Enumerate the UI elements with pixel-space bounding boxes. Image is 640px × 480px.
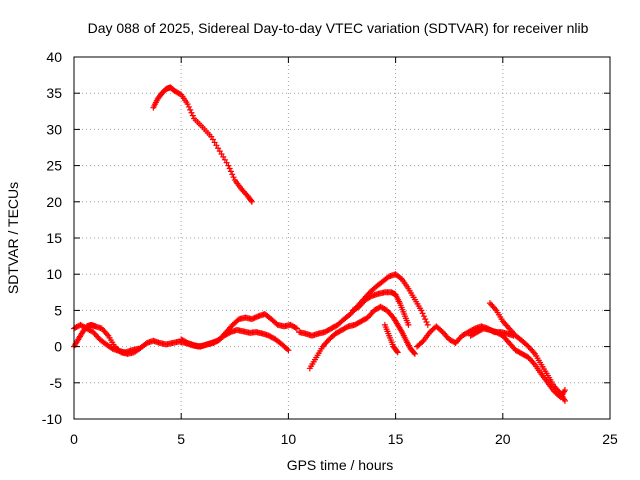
x-tick-label: 25 (602, 431, 618, 447)
data-point (423, 318, 430, 325)
data-point (561, 387, 568, 394)
data-point (411, 349, 418, 356)
data-point (418, 307, 425, 314)
x-tick-labels: 0 5 10 15 20 25 (70, 431, 618, 447)
data-point (394, 349, 401, 356)
y-tick-label: 35 (46, 85, 62, 101)
data-points (71, 84, 568, 404)
data-point (419, 310, 426, 317)
chart-title: Day 088 of 2025, Sidereal Day-to-day VTE… (88, 20, 589, 36)
data-point (187, 106, 194, 113)
data-point (185, 103, 192, 110)
data-point (248, 197, 255, 204)
series-arc-11 (467, 325, 568, 401)
x-tick-label: 5 (177, 431, 185, 447)
y-tick-labels: -10 -5 0 5 10 15 20 25 30 35 40 (42, 49, 62, 427)
data-point (393, 348, 400, 355)
y-tick-label: 25 (46, 158, 62, 174)
x-axis-label: GPS time / hours (287, 457, 394, 473)
data-point (405, 321, 412, 328)
data-point (420, 313, 427, 320)
y-tick-label: -10 (42, 411, 62, 427)
x-tick-label: 15 (388, 431, 404, 447)
data-point (561, 397, 568, 404)
series-arc-1 (150, 84, 255, 205)
data-point (248, 198, 255, 205)
data-point (135, 345, 142, 352)
series-arc-10 (486, 300, 568, 404)
data-point (285, 347, 292, 354)
data-point (184, 101, 191, 108)
x-tick-label: 20 (495, 431, 511, 447)
x-tick-label: 10 (281, 431, 297, 447)
axis-ticks (73, 56, 611, 420)
data-point (225, 162, 232, 169)
y-tick-label: 5 (54, 302, 62, 318)
x-tick-label: 0 (70, 431, 78, 447)
data-point (422, 316, 429, 323)
y-tick-label: 40 (46, 49, 62, 65)
series-arc-7 (349, 289, 412, 328)
y-axis-label: SDTVAR / TECUs (5, 182, 21, 294)
data-point (293, 325, 300, 332)
data-point (226, 165, 233, 172)
series-arc-4 (178, 311, 300, 350)
y-tick-label: 10 (46, 266, 62, 282)
data-point (189, 112, 196, 119)
y-tick-label: 0 (54, 339, 62, 355)
data-point (424, 321, 431, 328)
y-tick-label: -5 (50, 375, 63, 391)
y-tick-label: 20 (46, 194, 62, 210)
data-point (229, 171, 236, 178)
grid (74, 57, 610, 419)
data-point (284, 346, 291, 353)
y-tick-label: 15 (46, 230, 62, 246)
data-point (188, 109, 195, 116)
data-point (227, 168, 234, 175)
data-point (411, 350, 418, 357)
data-point (292, 324, 299, 331)
data-point (230, 174, 237, 181)
series-arc-8 (381, 321, 401, 356)
series-arc-6 (306, 303, 418, 372)
series-arc-3 (71, 321, 142, 356)
y-tick-label: 30 (46, 121, 62, 137)
